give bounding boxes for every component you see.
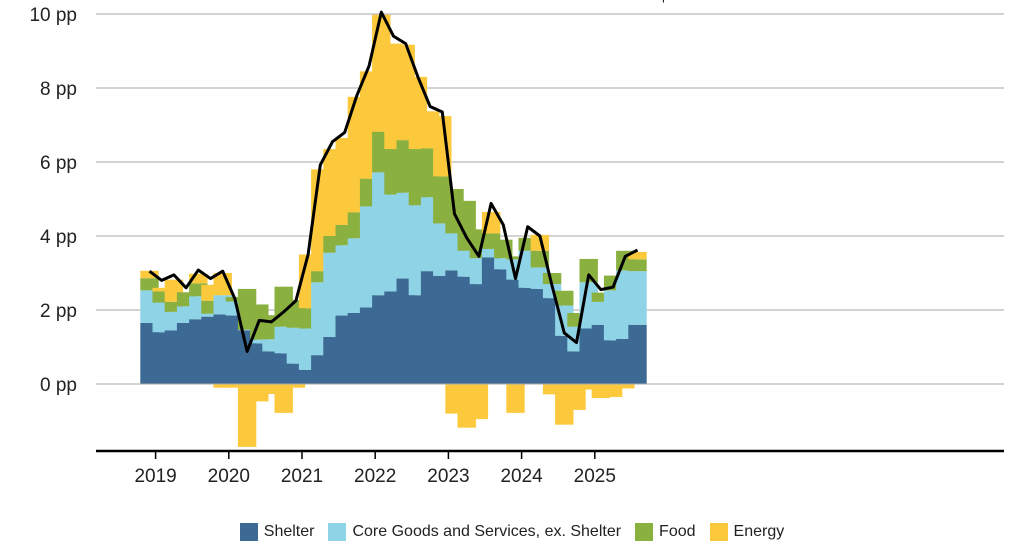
bar-core [628,271,647,325]
bar-food [542,273,562,285]
bar-food [164,301,184,312]
y-tick-label: 4 pp [40,227,77,248]
legend-item-core: Core Goods and Services, ex. Shelter [328,523,621,541]
bar-food [591,292,611,302]
legend-label-energy: Energy [733,523,785,540]
bar-core [494,258,513,270]
bar-energy [189,273,208,284]
bar-core [201,313,220,317]
bar-shelter [628,324,647,384]
legend: Shelter Core Goods and Services, ex. She… [0,514,1024,550]
bar-food [311,271,330,283]
legend-item-energy: Energy [709,523,785,541]
bar-energy [530,234,550,251]
bar-energy-negative [225,384,245,388]
y-tick-label: 6 pp [40,153,77,174]
bar-energy-negative [616,384,635,389]
x-tick-label: 2019 [134,466,176,487]
bar-food [628,259,647,272]
y-tick-label: 8 pp [40,79,77,100]
legend-swatch-shelter [239,523,258,541]
legend-label-shelter: Shelter [263,523,315,540]
bar-food [140,278,159,291]
bar-energy-negative [262,384,281,394]
legend-swatch-energy [709,523,728,541]
bar-food [506,256,525,260]
bar-energy-negative [567,384,586,410]
legend-label-food: Food [659,523,696,540]
legend-label-core: Core Goods and Services, ex. Shelter [352,523,622,540]
bar-energy-negative [469,384,489,420]
annotation-sep: Sep [646,0,669,3]
bar-core [250,339,269,344]
y-tick-label: 10 pp [29,5,77,26]
legend-item-shelter: Shelter [239,523,315,541]
bar-food [152,291,171,303]
bar-energy [628,251,647,260]
y-tick-label: 0 pp [40,375,77,396]
x-tick-label: 2020 [208,466,250,487]
bar-energy [152,287,171,292]
legend-item-food: Food [635,523,696,541]
bar-energy-negative [506,384,525,413]
bar-energy-negative [213,384,232,388]
y-tick-label: 2 pp [40,301,77,322]
x-tick-label: 2025 [574,466,616,487]
bar-energy-negative [542,384,562,395]
bar-core [237,329,257,331]
bar-food [555,290,574,306]
x-tick-label: 2022 [354,466,396,487]
bar-food [579,258,598,283]
headline-line [148,10,639,353]
bar-energy-negative [579,384,598,390]
chart-canvas: 0 pp 2 pp 4 pp 6 pp 8 pp 10 pp Sep 2019 2020 2021… [29,0,1004,487]
x-tick-label: 2023 [427,466,469,487]
bar-energy-negative [274,384,293,413]
bar-energy-negative [286,384,306,388]
legend-swatch-food [635,523,654,541]
x-tick-label: 2021 [281,466,323,487]
bar-core [481,248,501,258]
legend-swatch-core [328,523,347,541]
bar-energy [140,270,159,279]
x-tick-label: 2024 [500,466,543,487]
